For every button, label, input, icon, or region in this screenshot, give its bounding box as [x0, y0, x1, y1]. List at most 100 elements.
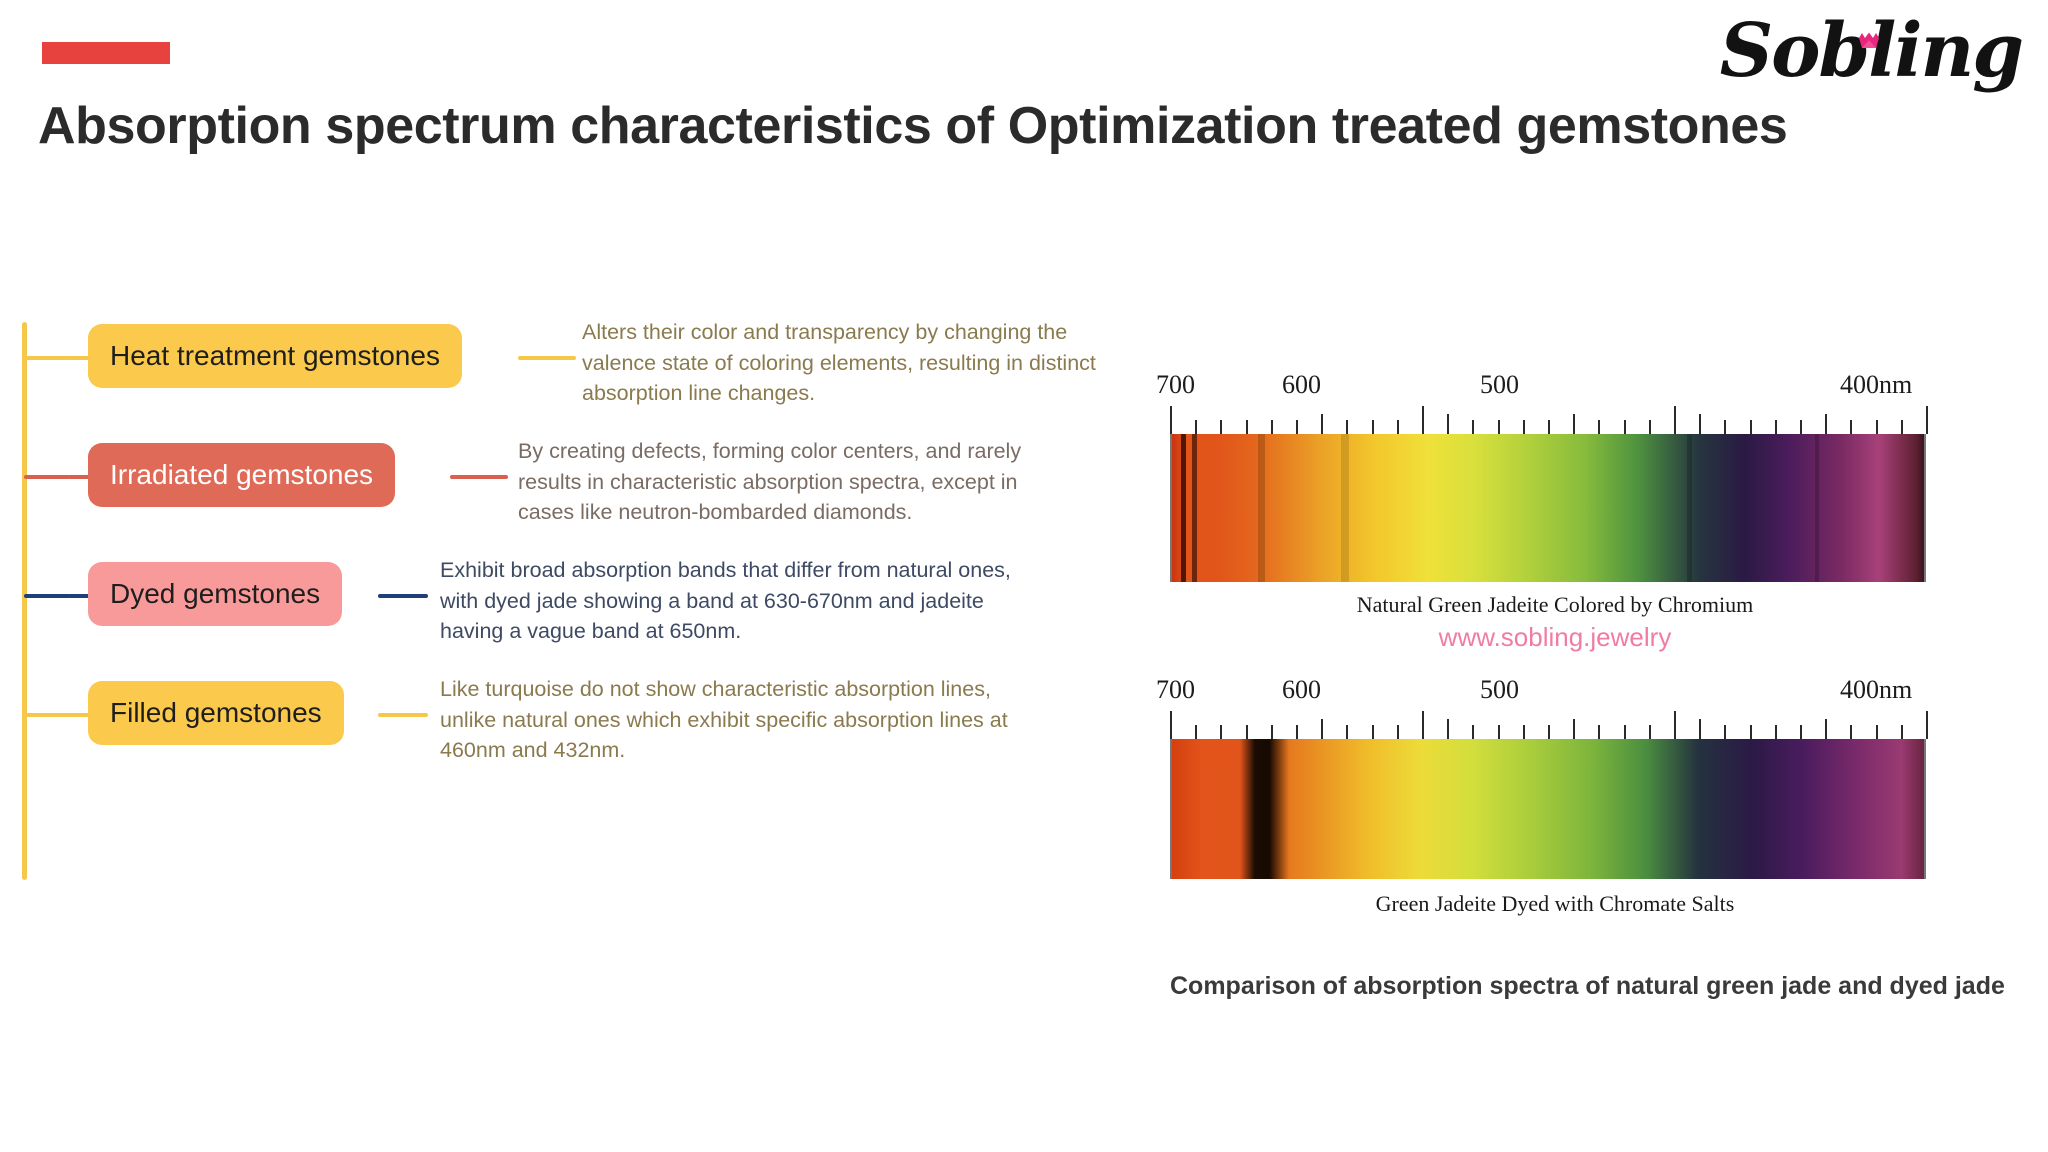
- branch-connector-1: [24, 356, 70, 360]
- ruler-tick-mid: [1825, 414, 1828, 434]
- leader-line-4: [378, 713, 428, 717]
- spectrum-natural: 700 600 500 400nm Natural Green Jadeite …: [1150, 370, 1960, 652]
- branch-line-2: [68, 475, 90, 479]
- mindmap-node-label: Irradiated gemstones: [110, 459, 374, 490]
- ruler-tick-minor: [1623, 420, 1626, 434]
- brand-logo-text: Sobling: [1719, 8, 2024, 94]
- ruler-tick-minor: [1850, 725, 1853, 739]
- ruler-tick-minor: [1296, 420, 1298, 434]
- branch-connector-4: [24, 713, 70, 717]
- mindmap-description-4: Like turquoise do not show characteristi…: [440, 677, 1008, 763]
- ruler-tick-major: [1422, 711, 1424, 739]
- absorption-line: [1191, 434, 1197, 582]
- ruler-tick-minor: [1522, 420, 1525, 434]
- mindmap-spine: [22, 322, 27, 880]
- mindmap-node-heat-treatment[interactable]: Heat treatment gemstones: [88, 324, 462, 388]
- absorption-line: [1687, 434, 1692, 582]
- spectrum-ruler-top: [1170, 404, 1928, 434]
- ruler-tick-minor: [1396, 725, 1399, 739]
- branch-line-1: [68, 356, 90, 360]
- ruler-tick-minor: [1371, 725, 1374, 739]
- ruler-tick-mid: [1447, 414, 1450, 434]
- axis-tick-label: 500: [1480, 675, 1519, 704]
- ruler-tick-mid: [1447, 719, 1450, 739]
- ruler-tick-minor: [1875, 420, 1878, 434]
- ruler-tick-major: [1674, 406, 1676, 434]
- ruler-tick-minor: [1623, 725, 1626, 739]
- ruler-tick-major: [1926, 406, 1928, 434]
- ruler-tick-minor: [1270, 420, 1273, 434]
- ruler-tick-mid: [1321, 414, 1324, 434]
- figure-caption: Comparison of absorption spectra of natu…: [1170, 972, 2005, 1000]
- ruler-tick-mid: [1573, 414, 1576, 434]
- spectrum-axis-labels-bottom: 700 600 500 400nm: [1150, 675, 1960, 709]
- ruler-tick-minor: [1900, 420, 1903, 434]
- ruler-tick-minor: [1296, 725, 1298, 739]
- mindmap-node-dyed[interactable]: Dyed gemstones: [88, 562, 343, 626]
- accent-bar: [42, 42, 170, 64]
- ruler-tick-minor: [1648, 420, 1651, 434]
- ruler-tick-minor: [1270, 725, 1273, 739]
- mindmap-node-filled[interactable]: Filled gemstones: [88, 681, 344, 745]
- spectra-panel: 700 600 500 400nm Natural Green Jadeite …: [1150, 370, 2040, 1050]
- absorption-line: [1258, 434, 1266, 582]
- ruler-tick-minor: [1396, 420, 1399, 434]
- ruler-tick-minor: [1220, 420, 1223, 434]
- branch-line-3: [68, 594, 90, 598]
- ruler-tick-mid: [1825, 719, 1828, 739]
- leader-line-1: [518, 356, 576, 360]
- ruler-tick-minor: [1648, 725, 1651, 739]
- ruler-tick-minor: [1245, 725, 1248, 739]
- mindmap-node-label: Heat treatment gemstones: [110, 340, 440, 371]
- website-url-caption: www.sobling.jewelry: [1438, 622, 1672, 652]
- axis-tick-label: 400nm: [1840, 370, 1913, 399]
- ruler-tick-major: [1926, 711, 1928, 739]
- ruler-tick-mid: [1699, 719, 1702, 739]
- axis-tick-label: 500: [1480, 370, 1519, 399]
- ruler-tick-minor: [1774, 420, 1777, 434]
- axis-tick-label: 400nm: [1840, 675, 1913, 704]
- ruler-tick-minor: [1749, 420, 1752, 434]
- mindmap-node-label: Filled gemstones: [110, 697, 322, 728]
- mindmap-description-2: By creating defects, forming color cente…: [518, 439, 1022, 525]
- axis-tick-label: 600: [1282, 370, 1321, 399]
- ruler-tick-minor: [1346, 725, 1349, 739]
- absorption-line: [1341, 434, 1350, 582]
- brand-logo: Sobling: [1720, 6, 2030, 106]
- ruler-tick-minor: [1195, 725, 1198, 739]
- absorption-line: [1814, 434, 1819, 582]
- leader-line-2: [450, 475, 508, 479]
- ruler-tick-minor: [1472, 725, 1475, 739]
- spectrum-gradient: [1172, 739, 1924, 879]
- crown-gem-icon: [1859, 32, 1879, 48]
- spectrum-band-natural: [1170, 434, 1926, 582]
- ruler-tick-minor: [1749, 725, 1752, 739]
- ruler-tick-major: [1422, 406, 1424, 434]
- ruler-tick-major: [1170, 711, 1172, 739]
- ruler-tick-minor: [1497, 420, 1500, 434]
- spectrum-ruler-bottom: [1170, 709, 1928, 739]
- ruler-tick-minor: [1875, 725, 1878, 739]
- leader-line-3: [378, 594, 428, 598]
- ruler-tick-minor: [1245, 420, 1248, 434]
- ruler-tick-minor: [1346, 420, 1349, 434]
- ruler-tick-minor: [1371, 420, 1374, 434]
- ruler-tick-minor: [1724, 420, 1727, 434]
- branch-line-4: [68, 713, 90, 717]
- mindmap-node-irradiated[interactable]: Irradiated gemstones: [88, 443, 396, 507]
- ruler-tick-major: [1170, 406, 1172, 434]
- mindmap-node-label: Dyed gemstones: [110, 578, 321, 609]
- ruler-tick-minor: [1195, 420, 1198, 434]
- ruler-tick-minor: [1220, 725, 1223, 739]
- ruler-tick-mid: [1573, 719, 1576, 739]
- ruler-tick-minor: [1598, 725, 1601, 739]
- ruler-tick-minor: [1800, 725, 1802, 739]
- ruler-tick-major: [1674, 711, 1676, 739]
- absorption-band-650: [1239, 739, 1289, 879]
- ruler-tick-minor: [1472, 420, 1475, 434]
- ruler-tick-minor: [1548, 725, 1550, 739]
- ruler-tick-minor: [1497, 725, 1500, 739]
- axis-tick-label: 600: [1282, 675, 1321, 704]
- ruler-tick-minor: [1598, 420, 1601, 434]
